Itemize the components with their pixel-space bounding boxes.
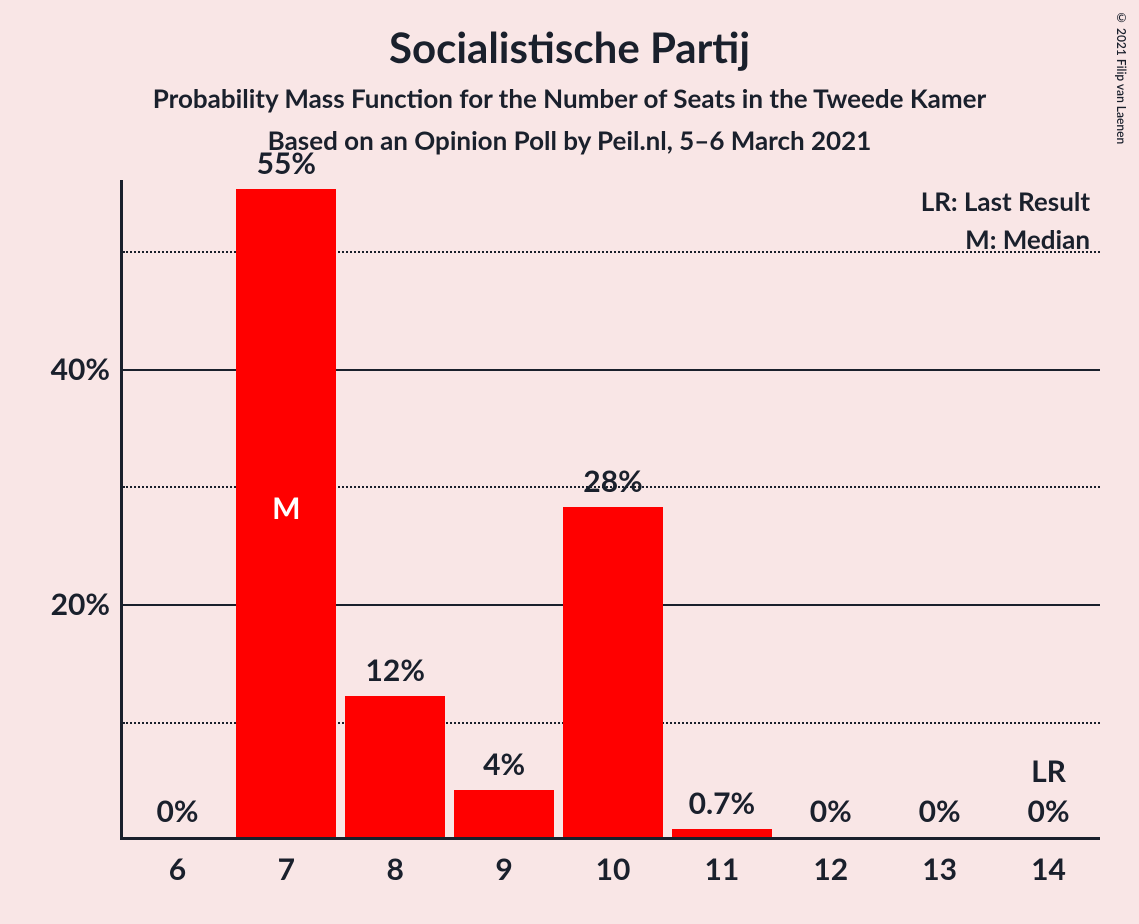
chart-subtitle-1: Probability Mass Function for the Number… [0, 82, 1139, 114]
bar-value-label: 55% [257, 145, 316, 181]
chart-container: Socialistische Partij Probability Mass F… [0, 0, 1139, 924]
last-result-marker: LR [1031, 753, 1066, 789]
plot-area: LR: Last Result M: Median 20%40%60%755%M… [120, 180, 1100, 840]
bar [345, 696, 445, 837]
x-axis-label: 8 [387, 851, 404, 887]
bar-value-label: 0.7% [689, 785, 756, 821]
y-axis-label: 20% [10, 586, 110, 622]
bar-value-label: 4% [483, 746, 525, 782]
bar-value-label: 12% [366, 652, 425, 688]
bar [672, 829, 772, 837]
x-axis-label: 13 [922, 851, 957, 887]
bar-value-label: 0% [1028, 793, 1070, 829]
bar-value-label: 0% [810, 793, 852, 829]
legend-lr: LR: Last Result [921, 185, 1090, 217]
bar-value-label: 0% [156, 793, 198, 829]
x-axis-label: 7 [278, 851, 295, 887]
legend: LR: Last Result M: Median [921, 185, 1090, 261]
x-axis-label: 9 [495, 851, 512, 887]
x-axis-label: 12 [813, 851, 848, 887]
copyright-label: © 2021 Filip van Laenen [1114, 10, 1129, 144]
bar [454, 790, 554, 837]
bar-value-label: 28% [583, 463, 642, 499]
y-axis-label: 40% [10, 351, 110, 387]
bar-value-label: 0% [919, 793, 961, 829]
x-axis-label: 6 [169, 851, 186, 887]
chart-title: Socialistische Partij [0, 22, 1139, 72]
x-axis-label: 10 [596, 851, 631, 887]
x-axis-label: 11 [704, 851, 739, 887]
x-axis-label: 14 [1031, 851, 1066, 887]
bar [563, 507, 663, 837]
median-marker: M [272, 490, 300, 526]
chart-subtitle-2: Based on an Opinion Poll by Peil.nl, 5–6… [0, 124, 1139, 156]
